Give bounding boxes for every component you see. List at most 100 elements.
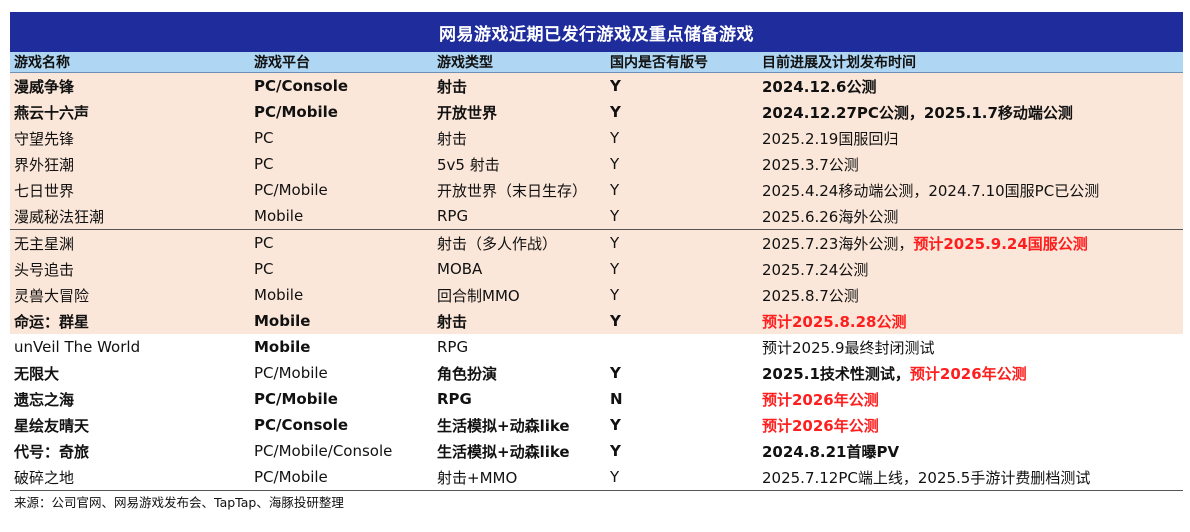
status-highlight: 预计2026年公测 [762, 416, 879, 435]
game-license: Y [610, 286, 620, 304]
game-name: 漫威争锋 [14, 77, 75, 96]
table-header-row: 游戏名称 游戏平台 游戏类型 国内是否有版号 目前进展及计划发布时间 [10, 52, 1183, 73]
game-license: Y [610, 364, 621, 382]
table-title: 网易游戏近期已发行游戏及重点储备游戏 [10, 12, 1183, 52]
table-row: 代号：奇旅 PC/Mobile/Console 生活模拟+动森like Y 20… [10, 438, 1183, 464]
game-status: 预计2026年公测 [762, 389, 1183, 410]
status-text: 2025.2.19国服回归 [762, 129, 899, 148]
game-platform: PC [254, 155, 274, 173]
game-license: Y [610, 155, 620, 173]
header-game-name: 游戏名称 [14, 55, 70, 71]
status-highlight: 预计2025.8.28公测 [762, 312, 907, 331]
game-status: 2025.4.24移动端公测，2024.7.10国服PC已公测 [762, 180, 1183, 201]
game-genre: 射击 [437, 312, 468, 331]
game-license: Y [610, 234, 620, 252]
table-row: 界外狂潮 PC 5v5 射击 Y 2025.3.7公测 [10, 151, 1183, 177]
status-text: 2025.7.12PC端上线，2025.5手游计费删档测试 [762, 468, 1091, 487]
status-text: 2025.6.26海外公测 [762, 207, 899, 226]
header-status: 目前进展及计划发布时间 [762, 55, 916, 71]
games-table: 网易游戏近期已发行游戏及重点储备游戏 游戏名称 游戏平台 游戏类型 国内是否有版… [10, 12, 1183, 511]
game-platform: PC/Mobile [254, 103, 338, 121]
game-license: Y [610, 181, 620, 199]
game-platform: PC [254, 234, 274, 252]
game-license: Y [610, 442, 621, 460]
status-text: 2025.1技术性测试， [762, 364, 910, 383]
header-platform: 游戏平台 [254, 55, 310, 71]
game-platform: Mobile [254, 207, 304, 225]
status-text: 2024.12.27PC公测，2025.1.7移动端公测 [762, 103, 1073, 122]
game-status: 2024.8.21首曝PV [762, 441, 1183, 462]
table-row: 燕云十六声 PC/Mobile 开放世界 Y 2024.12.27PC公测，20… [10, 99, 1183, 125]
status-text: 2025.8.7公测 [762, 286, 859, 305]
status-text: 2025.3.7公测 [762, 155, 859, 174]
game-license: Y [610, 77, 621, 95]
game-genre: 角色扮演 [437, 364, 498, 383]
status-highlight: 预计2026年公测 [909, 364, 1027, 383]
game-platform: PC/Console [254, 77, 349, 95]
game-name: 无主星渊 [14, 234, 75, 253]
game-name: 遗忘之海 [14, 390, 75, 409]
game-name: 界外狂潮 [14, 155, 75, 174]
game-genre: RPG [437, 390, 472, 408]
status-highlight: 预计2025.9.24国服公测 [913, 234, 1088, 253]
game-name: 头号追击 [14, 260, 75, 279]
game-name: 星绘友晴天 [14, 416, 90, 435]
game-status: 2025.2.19国服回归 [762, 128, 1183, 149]
game-license: Y [610, 312, 621, 330]
table-row: 破碎之地 PC/Mobile 射击+MMO Y 2025.7.12PC端上线，2… [10, 464, 1183, 490]
status-text: 2024.8.21首曝PV [762, 442, 900, 461]
game-license: Y [610, 129, 620, 147]
game-status: 预计2025.8.28公测 [762, 311, 1183, 332]
game-genre: 射击 [437, 129, 468, 148]
game-genre: RPG [437, 338, 469, 356]
status-text: 2025.4.24移动端公测，2024.7.10国服PC已公测 [762, 181, 1100, 200]
game-name: 守望先锋 [14, 129, 75, 148]
game-genre: 生活模拟+动森like [437, 442, 570, 461]
header-license: 国内是否有版号 [610, 55, 708, 71]
status-text: 预计2025.9最终封闭测试 [762, 338, 935, 357]
table-row: 漫威秘法狂潮 Mobile RPG Y 2025.6.26海外公测 [10, 203, 1183, 230]
game-genre: 5v5 射击 [437, 155, 500, 174]
game-status: 2025.8.7公测 [762, 285, 1183, 306]
game-genre: RPG [437, 207, 469, 225]
game-status: 预计2026年公测 [762, 415, 1183, 436]
status-text: 2025.7.23海外公测， [762, 234, 914, 253]
table-row: 守望先锋 PC 射击 Y 2025.2.19国服回归 [10, 125, 1183, 151]
game-status: 2025.7.12PC端上线，2025.5手游计费删档测试 [762, 467, 1183, 488]
game-platform: Mobile [254, 312, 311, 330]
game-platform: PC [254, 129, 274, 147]
game-genre: 射击 [437, 77, 468, 96]
status-text: 2024.12.6公测 [762, 77, 877, 96]
game-license: Y [610, 468, 620, 486]
game-name: 七日世界 [14, 181, 75, 200]
table-row: 七日世界 PC/Mobile 开放世界（末日生存） Y 2025.4.24移动端… [10, 177, 1183, 203]
game-genre: 射击（多人作战） [437, 234, 558, 253]
game-genre: 回合制MMO [437, 286, 520, 305]
source-note: 来源：公司官网、网易游戏发布会、TapTap、海豚投研整理 [10, 490, 1183, 511]
game-platform: PC/Mobile [254, 390, 338, 408]
header-genre: 游戏类型 [437, 55, 493, 71]
game-platform: PC/Console [254, 416, 349, 434]
table-row: 无限大 PC/Mobile 角色扮演 Y 2025.1技术性测试，预计2026年… [10, 360, 1183, 386]
table-row: unVeil The World Mobile RPG 预计2025.9最终封闭… [10, 334, 1183, 360]
game-genre: 开放世界（末日生存） [437, 181, 588, 200]
game-name: unVeil The World [14, 338, 141, 356]
game-status: 2025.7.23海外公测，预计2025.9.24国服公测 [762, 233, 1183, 254]
game-platform: PC/Mobile [254, 364, 328, 382]
table-row: 命运：群星 Mobile 射击 Y 预计2025.8.28公测 [10, 308, 1183, 334]
game-platform: PC [254, 260, 274, 278]
game-name: 灵兽大冒险 [14, 286, 90, 305]
game-status: 2025.6.26海外公测 [762, 206, 1183, 227]
game-license: Y [610, 416, 621, 434]
table-row: 星绘友晴天 PC/Console 生活模拟+动森like Y 预计2026年公测 [10, 412, 1183, 438]
game-platform: PC/Mobile [254, 468, 328, 486]
game-genre: 生活模拟+动森like [437, 416, 570, 435]
table-row: 漫威争锋 PC/Console 射击 Y 2024.12.6公测 [10, 73, 1183, 99]
game-name: 燕云十六声 [14, 103, 90, 122]
game-license: N [610, 390, 623, 408]
game-license: Y [610, 260, 620, 278]
game-status: 2024.12.6公测 [762, 76, 1183, 97]
game-name: 命运：群星 [14, 312, 90, 331]
table-row: 无主星渊 PC 射击（多人作战） Y 2025.7.23海外公测，预计2025.… [10, 230, 1183, 256]
game-status: 2025.1技术性测试，预计2026年公测 [762, 363, 1183, 384]
